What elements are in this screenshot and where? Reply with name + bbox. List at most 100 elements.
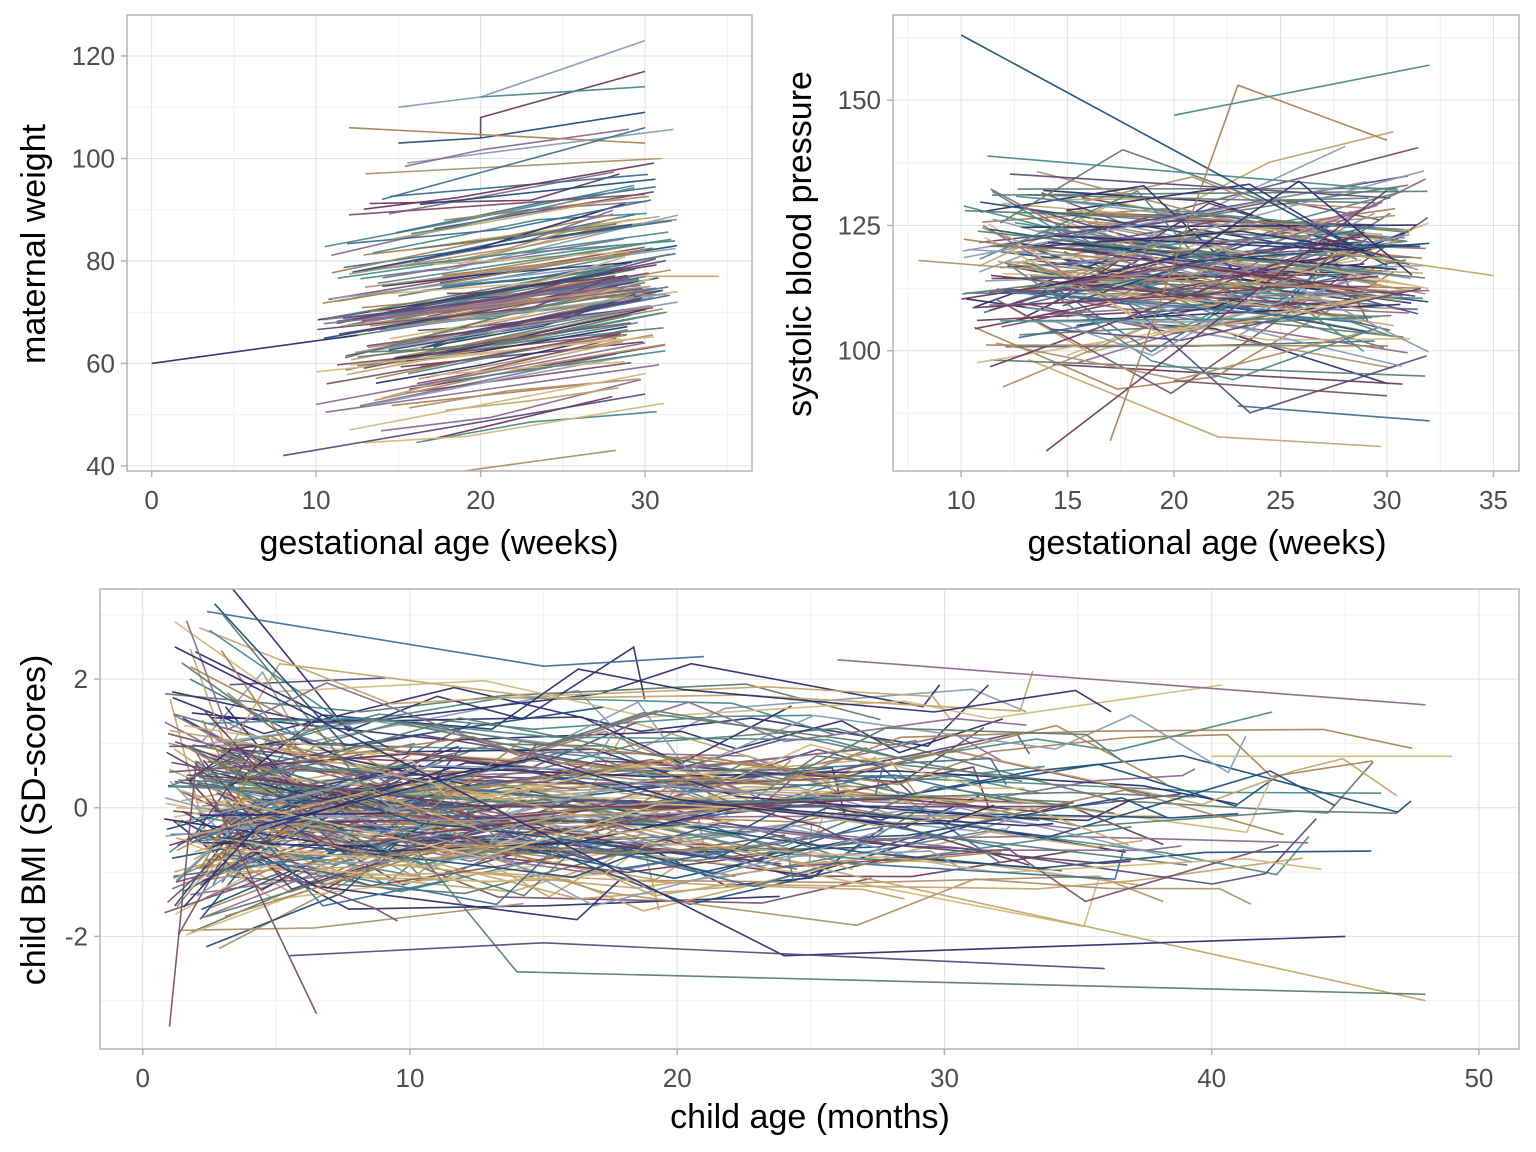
trajectory-line xyxy=(203,709,413,767)
trajectory-line xyxy=(1031,146,1419,249)
trajectory-line xyxy=(189,648,881,799)
trajectory-line xyxy=(206,610,704,668)
trajectory-line xyxy=(219,744,1398,806)
trajectory-line xyxy=(976,289,1415,364)
trajectory-line xyxy=(377,238,672,284)
trajectory-line xyxy=(185,777,782,891)
trajectory-line xyxy=(364,254,613,288)
trajectory-line xyxy=(413,271,615,307)
trajectory-line xyxy=(183,811,620,921)
trajectory-line xyxy=(419,178,656,206)
trajectory-line xyxy=(352,223,633,273)
x-tick-label: 30 xyxy=(930,1063,959,1093)
systolic-blood-pressure-panel: 10 15 20 25 30 35 100 125 150 gestational age (w… xyxy=(781,14,1520,562)
trajectory-line xyxy=(181,902,524,932)
trajectory-line xyxy=(1047,202,1411,307)
trajectory-line xyxy=(213,796,1169,880)
trajectory-line xyxy=(363,162,655,210)
trajectory-line xyxy=(1173,64,1430,116)
trajectory-line xyxy=(208,629,366,738)
trajectory-line xyxy=(977,230,1426,279)
trajectory-line xyxy=(227,668,1112,789)
trajectory-line xyxy=(389,277,653,340)
trajectory-line xyxy=(357,314,631,358)
trajectory-line xyxy=(382,261,632,287)
trajectory-line xyxy=(404,128,630,168)
trajectory-line xyxy=(348,216,620,275)
trajectory-line xyxy=(381,340,624,399)
trajectory-line xyxy=(201,670,1027,752)
x-tick-label: 20 xyxy=(663,1063,692,1093)
trajectory-line xyxy=(227,662,1034,752)
trajectory-line xyxy=(363,402,665,444)
y-tick-label: 2 xyxy=(74,664,88,694)
trajectory-line xyxy=(1053,130,1394,201)
trajectory-line xyxy=(1237,405,1430,422)
trajectory-line xyxy=(360,244,619,280)
x-tick-label: 20 xyxy=(1160,485,1189,515)
trajectory-line xyxy=(220,650,1413,787)
trajectory-line xyxy=(1045,189,1388,452)
trajectory-line xyxy=(381,126,646,201)
trajectory-line xyxy=(229,747,886,805)
trajectory-line xyxy=(181,662,1023,783)
trajectory-line xyxy=(164,872,398,922)
trajectory-line xyxy=(344,287,660,359)
trajectory-line xyxy=(223,838,1125,906)
x-tick-label: 30 xyxy=(631,485,660,515)
trajectory-line xyxy=(315,342,646,406)
plot-frame xyxy=(99,588,1520,1050)
y-tick-label: 0 xyxy=(74,793,88,823)
trajectory-line xyxy=(1028,358,1382,448)
trajectory-line xyxy=(990,359,1426,377)
trajectory-line xyxy=(213,603,603,747)
trajectory-line xyxy=(349,336,654,366)
trajectory-line xyxy=(355,255,626,297)
plot-frame xyxy=(892,14,1520,472)
trajectory-line xyxy=(194,651,1131,822)
x-tick-label: 10 xyxy=(302,485,331,515)
trajectory-line xyxy=(1004,261,1381,381)
trajectory-line xyxy=(175,837,905,900)
trajectory-line xyxy=(201,781,1284,882)
trajectory-line xyxy=(211,662,941,722)
trajectory-line xyxy=(343,257,657,320)
trajectory-line xyxy=(1045,180,1413,288)
y-tick-label: 80 xyxy=(86,246,115,276)
trajectory-line xyxy=(331,213,614,274)
trajectory-line xyxy=(198,626,954,723)
maternal-weight-panel: 0 10 20 30 40 60 80 100 120 gestational age (wee… xyxy=(15,14,753,562)
y-tick-label: 40 xyxy=(86,451,115,481)
x-tick-label: 35 xyxy=(1479,485,1508,515)
trajectory-line xyxy=(189,665,1373,796)
x-tick-label: 50 xyxy=(1464,1063,1493,1093)
x-tick-label: 0 xyxy=(144,485,158,515)
trajectory-line xyxy=(1174,380,1388,397)
trajectory-line xyxy=(382,301,678,350)
trajectory-line xyxy=(346,199,652,245)
trajectory-line xyxy=(964,184,1408,220)
trajectory-line xyxy=(185,841,1322,883)
trajectory-line xyxy=(986,344,1389,347)
x-axis-title: gestational age (weeks) xyxy=(259,524,618,562)
trajectory-line xyxy=(168,759,318,1027)
trajectory-line xyxy=(1005,246,1429,290)
x-tick-label: 10 xyxy=(947,485,976,515)
trajectory-line xyxy=(1017,187,1398,190)
trajectory-line xyxy=(1016,195,1410,234)
trajectory-line xyxy=(991,273,1372,280)
trajectory-line xyxy=(1001,289,1362,324)
trajectory-line xyxy=(166,770,1336,860)
trajectory-line xyxy=(172,684,989,748)
trajectory-line xyxy=(189,821,562,890)
trajectory-line xyxy=(207,722,472,790)
trajectory-line xyxy=(409,350,666,388)
trajectory-line xyxy=(230,761,1144,912)
trajectory-line xyxy=(323,287,656,325)
trajectory-line xyxy=(196,811,728,897)
trajectory-line xyxy=(189,790,1130,846)
trajectory-line xyxy=(173,798,492,878)
x-axis-title: gestational age (weeks) xyxy=(1027,524,1386,562)
trajectory-line xyxy=(979,190,1407,296)
